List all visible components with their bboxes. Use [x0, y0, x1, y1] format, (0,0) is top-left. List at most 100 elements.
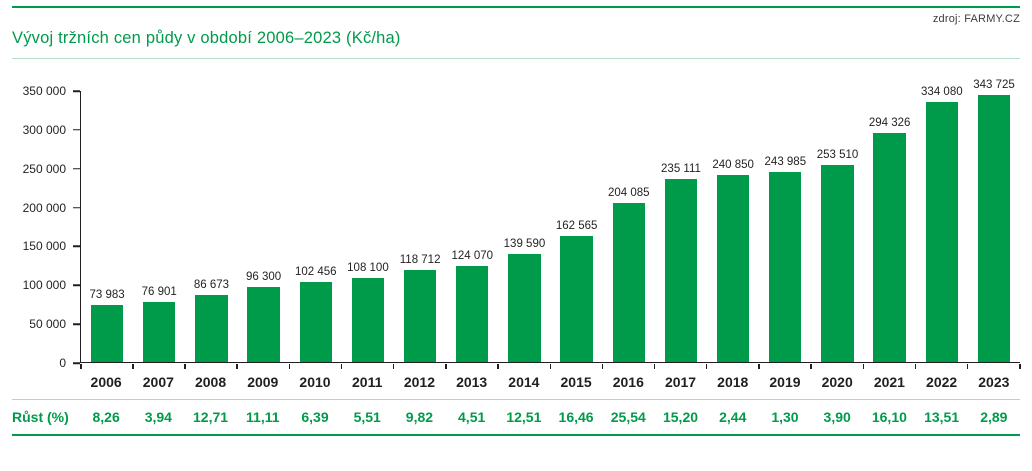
bar: [612, 203, 645, 362]
x-axis-tick: [497, 363, 499, 369]
bar: [456, 265, 489, 362]
growth-value: 1,30: [771, 409, 799, 425]
bar-column: 108 100: [342, 91, 394, 362]
year-label: 2021: [873, 374, 905, 390]
bar-column: 86 673: [185, 91, 237, 362]
year-label: 2020: [821, 374, 853, 390]
bar-column: 96 300: [238, 91, 290, 362]
bar: [716, 174, 750, 362]
bar-value-label: 108 100: [347, 262, 389, 274]
source-label: zdroj: FARMY.CZ: [932, 13, 1020, 25]
bar: [247, 287, 280, 362]
x-axis-tick: [966, 363, 969, 369]
growth-value: 15,20: [662, 409, 699, 425]
bar-value-label: 235 111: [661, 163, 701, 176]
bar-value-label: 86 673: [193, 278, 230, 291]
growth-value: 2,89: [980, 409, 1008, 425]
growth-value: 25,54: [610, 409, 646, 425]
bar-value-label: 139 590: [503, 237, 546, 250]
x-axis-tick: [392, 363, 395, 369]
year-label: 2011: [352, 374, 383, 390]
bar-column: 139 590: [498, 91, 550, 362]
bar: [403, 269, 437, 362]
x-axis-tick: [288, 363, 291, 369]
bar-column: 343 725: [968, 79, 1020, 362]
year-label: 2014: [508, 374, 540, 390]
top-rule: [12, 6, 1020, 8]
bar-value-label: 334 080: [921, 86, 963, 99]
bar-column: 253 510: [811, 91, 863, 362]
bar-column: 102 456: [290, 91, 342, 362]
year-label: 2015: [560, 374, 592, 390]
x-axis-tick: [758, 363, 760, 369]
year-label: 2010: [299, 374, 331, 390]
y-axis-label: 0: [59, 356, 66, 370]
year-label: 2016: [612, 374, 644, 390]
growth-value: 12,71: [193, 409, 229, 425]
growth-row-label: Růst (%): [12, 409, 69, 425]
x-axis-tick: [184, 363, 186, 369]
bar: [821, 165, 854, 362]
bar-column: 204 085: [603, 91, 655, 362]
growth-value: 5,51: [353, 409, 381, 425]
year-label: 2018: [717, 374, 749, 390]
bar: [143, 302, 176, 362]
bar-value-label: 76 901: [141, 286, 177, 299]
y-axis-label: 250 000: [22, 161, 66, 176]
growth-divider: [12, 399, 1020, 400]
x-axis-tick: [862, 363, 864, 369]
bar-value-label: 124 070: [451, 249, 494, 262]
growth-value: 12,51: [506, 409, 542, 425]
y-axis-label: 200 000: [22, 200, 66, 215]
y-axis: 0 50 000 100 000 150 000 200 000 250 000 300 0…: [12, 84, 80, 370]
bar-value-label: 343 725: [973, 78, 1015, 91]
growth-label-cell: Růst (%): [12, 409, 80, 425]
growth-value: 13,51: [924, 409, 960, 425]
bar-value-label: 243 985: [764, 156, 807, 169]
y-axis-label: 50 000: [29, 317, 66, 332]
year-label: 2023: [978, 374, 1010, 390]
bar: [195, 294, 228, 362]
bar-column: 76 901: [133, 91, 185, 362]
y-axis-tick: [73, 362, 80, 364]
y-axis-label: 100 000: [22, 278, 66, 293]
bar-column: 235 111: [655, 91, 707, 362]
year-label: 2007: [142, 374, 174, 390]
year-label: 2017: [664, 374, 697, 390]
bar-column: 73 983: [81, 91, 133, 362]
x-axis-tick: [445, 363, 447, 369]
year-label: 2006: [90, 374, 122, 390]
y-axis-tick: [73, 284, 80, 287]
x-axis-tick: [340, 363, 343, 369]
bar-value-label: 162 565: [555, 219, 598, 232]
year-label: 2009: [247, 374, 279, 390]
x-axis-tick: [1019, 363, 1021, 369]
year-label: 2022: [926, 374, 958, 390]
year-label: 2012: [403, 374, 435, 390]
bar-column: 243 985: [759, 91, 811, 362]
year-labels: 2006 2007 2008 2009 2010 2011 2012 2013 2014 2015…: [80, 374, 1020, 390]
x-axis-tick: [601, 363, 604, 369]
bar-value-label: 253 510: [816, 149, 859, 161]
y-axis-label: 150 000: [22, 239, 66, 254]
growth-value: 16,10: [871, 409, 907, 425]
growth-value: 11,11: [246, 409, 280, 425]
title-rule: [12, 58, 1020, 59]
bar-column: 124 070: [446, 91, 498, 362]
growth-row: Růst (%) 8,26 3,94 12,71 11,11 6,39 5,51 9,82 4…: [12, 409, 1020, 425]
bar-value-label: 96 300: [246, 271, 282, 284]
y-axis-label: 300 000: [22, 122, 66, 137]
bar: [299, 282, 332, 362]
bar: [873, 133, 906, 362]
years-spacer: [12, 374, 80, 390]
year-label: 2019: [769, 374, 801, 390]
y-axis-tick: [73, 167, 80, 170]
x-axis-tick: [80, 363, 82, 369]
x-axis-tick: [653, 363, 656, 369]
bar-value-label: 240 850: [712, 158, 754, 171]
year-label: 2013: [456, 374, 488, 390]
bar: [769, 172, 802, 362]
bar-column: 240 850: [707, 91, 759, 362]
y-axis-tick: [73, 245, 80, 248]
